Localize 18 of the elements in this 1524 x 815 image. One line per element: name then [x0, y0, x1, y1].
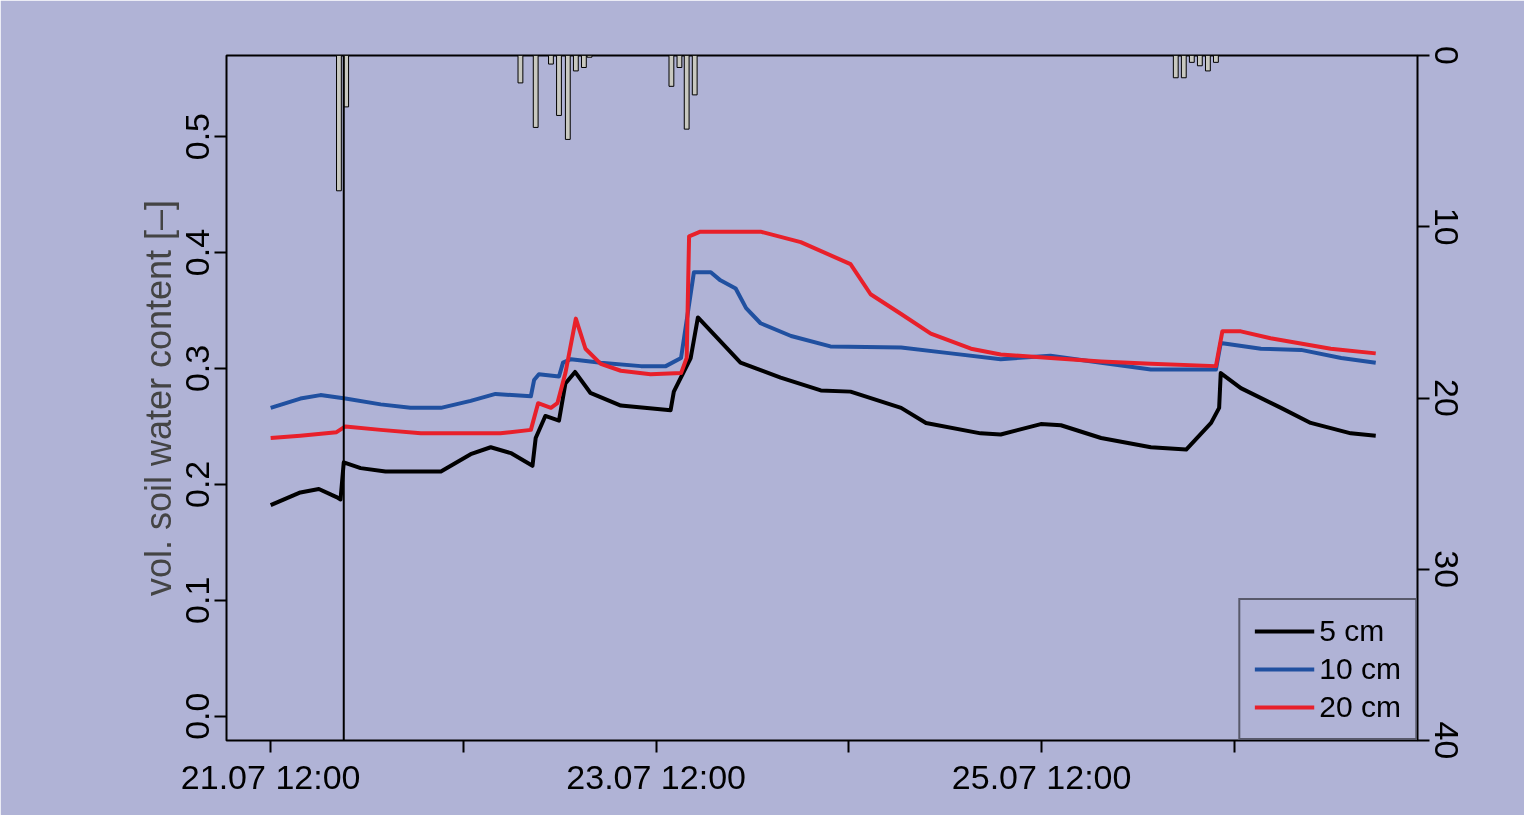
legend-label: 5 cm: [1319, 614, 1385, 648]
y2-tick-label: 10: [1427, 207, 1466, 246]
y-tick-label: 0.5: [178, 113, 217, 161]
legend-label: 20 cm: [1319, 690, 1401, 724]
y-tick-label: 0.0: [178, 692, 217, 740]
y2-tick-label: 0: [1427, 46, 1466, 65]
y2-tick-label: 30: [1427, 550, 1466, 589]
x-tick-label: 23.07 12:00: [566, 757, 746, 796]
x-tick-label: 21.07 12:00: [180, 757, 361, 796]
legend-label: 10 cm: [1319, 652, 1401, 686]
y-tick-label: 0.2: [178, 460, 217, 508]
y2-tick-label: 40: [1427, 721, 1466, 760]
x-tick-label: 25.07 12:00: [951, 757, 1132, 796]
y-tick-label: 0.1: [178, 576, 217, 624]
y-tick-label: 0.3: [178, 344, 217, 393]
y-tick-label: 0.4: [178, 228, 217, 277]
y-axis-title: vol. soil water content [–]: [137, 199, 179, 597]
y2-tick-label: 20: [1427, 379, 1466, 417]
